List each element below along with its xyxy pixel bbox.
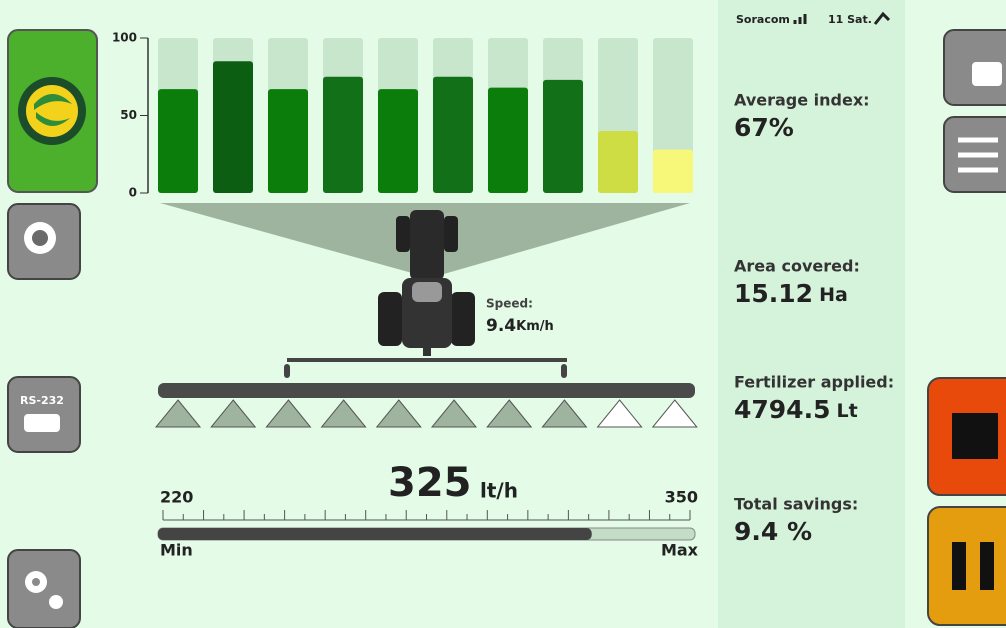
stat-unit: Ha: [819, 284, 848, 306]
flow-value: 325: [388, 460, 472, 506]
serial-button[interactable]: RS-232: [8, 377, 80, 452]
speed-label: Speed:: [486, 297, 533, 311]
speed-unit: Km/h: [516, 319, 554, 334]
y-tick-label: 50: [120, 108, 137, 122]
stat-label: Average index:: [734, 91, 870, 110]
carrier: Soracom: [736, 13, 790, 26]
bar: [378, 89, 418, 193]
stat-value: 15.12 Ha: [734, 279, 848, 308]
y-tick-label: 0: [129, 186, 137, 200]
stop-button[interactable]: [928, 378, 1006, 495]
bar: [488, 88, 528, 193]
settings-button[interactable]: [8, 550, 80, 628]
map-photo-button[interactable]: [944, 30, 1006, 105]
stat-label: Total savings:: [734, 495, 858, 514]
bar: [543, 80, 583, 193]
stat-number: 9.4 %: [734, 517, 812, 546]
min-label: Min: [160, 541, 193, 560]
stat-value: 4794.5 Lt: [734, 395, 858, 424]
bar: [433, 77, 473, 193]
camera-button[interactable]: [8, 204, 80, 279]
stat-label: Area covered:: [734, 257, 860, 276]
speed: 9.4Km/h: [486, 316, 554, 336]
bar: [158, 89, 198, 193]
flow-fill: [158, 528, 592, 540]
stat-value: 67%: [734, 113, 794, 142]
serial-label: RS-232: [20, 394, 64, 407]
satellites: 11 Sat.: [828, 13, 872, 26]
pause-button[interactable]: [928, 507, 1006, 625]
stat-number: 67%: [734, 113, 794, 142]
stat-unit: Lt: [836, 400, 857, 422]
flow-unit: lt/h: [480, 479, 518, 503]
adjust-button[interactable]: [944, 117, 1006, 192]
bar: [323, 77, 363, 193]
stat-label: Fertilizer applied:: [734, 373, 894, 392]
logo-button[interactable]: [8, 30, 97, 192]
flow-max: 350: [665, 488, 698, 507]
bar: [213, 61, 253, 193]
stat-value: 9.4 %: [734, 517, 812, 546]
bar: [598, 131, 638, 193]
stat-number: 15.12: [734, 279, 813, 308]
flow-min: 220: [160, 488, 193, 507]
speed-value: 9.4: [486, 316, 516, 336]
bar: [653, 150, 693, 193]
y-tick-label: 100: [112, 31, 137, 45]
max-label: Max: [661, 541, 699, 560]
screen: RS-232 Soracom 11 Sat. Speed: 9.4Km/h 32…: [0, 0, 1006, 628]
stat-number: 4794.5: [734, 395, 830, 424]
bar: [268, 89, 308, 193]
